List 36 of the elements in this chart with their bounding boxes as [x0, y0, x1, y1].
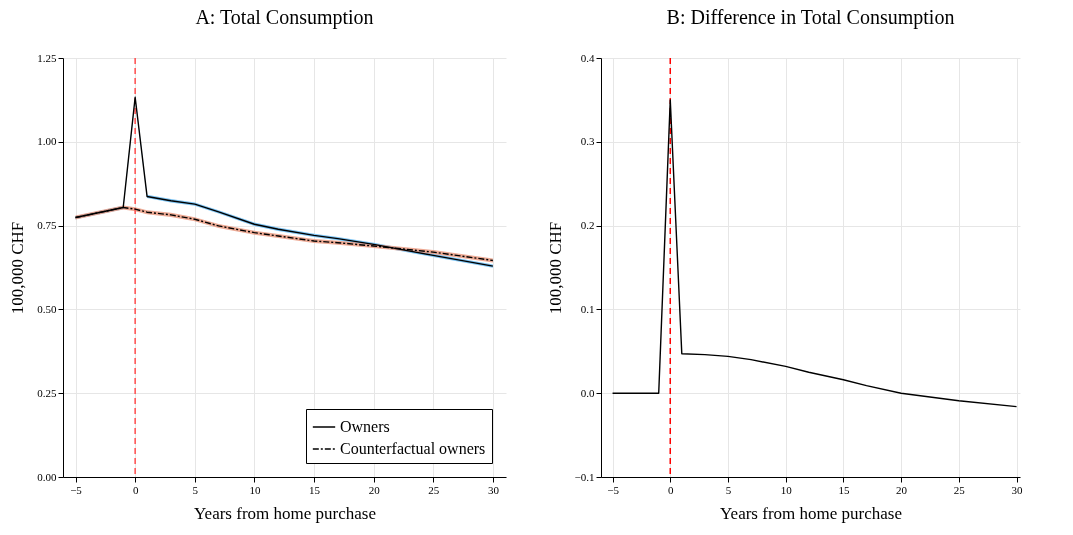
y-tick-label: 0.00	[37, 470, 57, 483]
legend-label: Owners	[340, 418, 390, 435]
x-tick-label: −5	[70, 483, 83, 496]
x-tick-label: 5	[192, 483, 199, 496]
x-tick-label: 25	[428, 483, 440, 496]
y-tick-label: 0.2	[580, 219, 595, 232]
y-axis-title: 100,000 CHF	[545, 221, 565, 315]
y-tick-label: −0.1	[574, 470, 595, 483]
y-tick-label: 0.0	[580, 386, 595, 399]
y-tick-label: 0.75	[37, 219, 57, 232]
y-tick-label: 0.50	[37, 302, 57, 315]
y-tick-label: 0.4	[580, 51, 595, 64]
chart-title: B: Difference in Total Consumption	[666, 6, 955, 29]
legend-label: Counterfactual owners	[340, 440, 486, 457]
x-tick-label: 0	[132, 483, 139, 496]
x-tick-label: 5	[725, 483, 732, 496]
y-tick-label: 0.3	[580, 135, 595, 148]
x-tick-label: 15	[309, 483, 321, 496]
x-axis-title: Years from home purchase	[194, 503, 376, 523]
chart-title: A: Total Consumption	[195, 6, 374, 29]
x-axis-title: Years from home purchase	[720, 503, 902, 523]
x-tick-label: −5	[607, 483, 620, 496]
x-tick-label: 30	[1011, 483, 1024, 496]
x-tick-label: 10	[780, 483, 793, 496]
y-tick-label: 1.00	[37, 135, 57, 148]
x-tick-label: 25	[953, 483, 966, 496]
x-tick-label: 20	[368, 483, 381, 496]
x-tick-label: 10	[249, 483, 261, 496]
y-tick-label: 0.1	[580, 302, 595, 315]
y-axis-title: 100,000 CHF	[8, 221, 28, 315]
x-tick-label: 0	[668, 483, 675, 496]
y-tick-label: 0.25	[37, 386, 57, 399]
x-tick-label: 30	[487, 483, 500, 496]
x-tick-label: 20	[896, 483, 908, 496]
x-tick-label: 15	[838, 483, 850, 496]
y-tick-label: 1.25	[37, 51, 57, 64]
